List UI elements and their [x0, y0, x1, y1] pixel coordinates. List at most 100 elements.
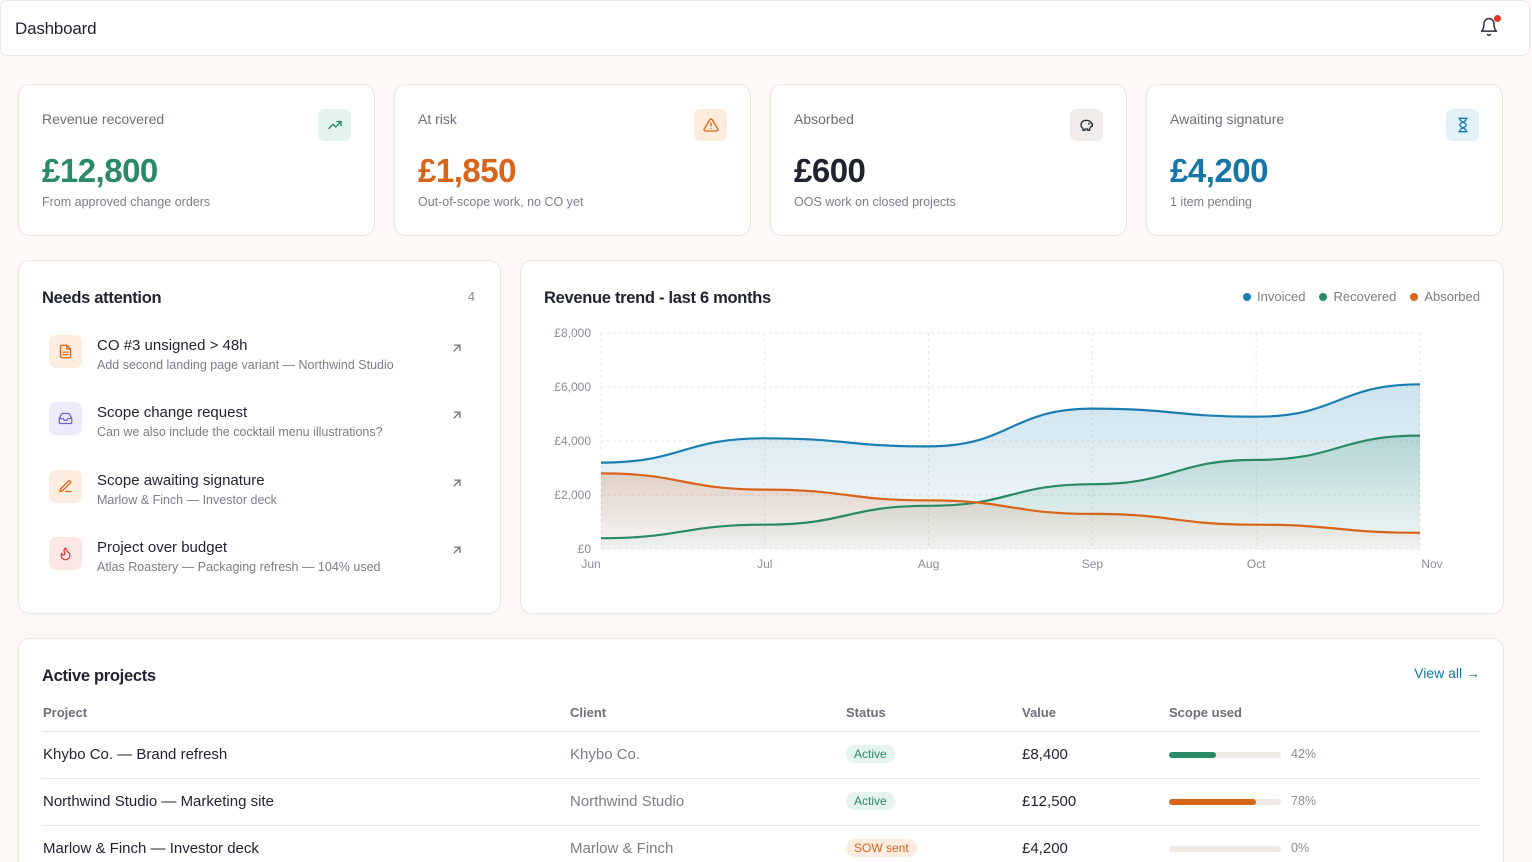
column-header-status[interactable]: Status: [846, 705, 886, 720]
attention-item[interactable]: Project over budget Atlas Roastery — Pac…: [49, 537, 474, 587]
status-badge: SOW sent: [846, 839, 917, 857]
attention-item-subtitle: Marlow & Finch — Investor deck: [97, 493, 277, 507]
kpi-value: £12,800: [42, 152, 158, 189]
alert-triangle-icon: [694, 109, 727, 141]
page-title: Dashboard: [15, 19, 97, 38]
column-header-value[interactable]: Value: [1022, 705, 1056, 720]
scope-progress-fill: [1169, 799, 1256, 805]
attention-count: 4: [467, 289, 475, 304]
series-line-absorbed: [600, 472, 1421, 534]
arrow-up-right-icon[interactable]: [450, 341, 464, 355]
project-name[interactable]: Marlow & Finch — Investor deck: [43, 840, 259, 857]
x-tick-label: Jun: [581, 557, 600, 571]
kpi-card-absorbed: Absorbed £600 OOS work on closed project…: [770, 84, 1127, 236]
project-value: £12,500: [1022, 793, 1077, 810]
legend-item-absorbed: Absorbed: [1410, 289, 1480, 304]
project-value: £4,200: [1022, 840, 1068, 857]
revenue-trend-panel: Revenue trend - last 6 months Invoiced R…: [520, 260, 1504, 614]
y-tick-label: £2,000: [554, 488, 591, 502]
legend-item-invoiced: Invoiced: [1243, 289, 1305, 304]
attention-item[interactable]: Scope change request Can we also include…: [49, 402, 474, 452]
flame-icon: [49, 537, 82, 570]
attention-item-subtitle: Can we also include the cocktail menu il…: [97, 425, 383, 439]
top-bar: Dashboard: [0, 0, 1530, 56]
scope-progress-bar: [1169, 799, 1281, 805]
status-badge: Active: [846, 792, 895, 810]
active-projects-panel: Active projects View all → Project Clien…: [18, 638, 1504, 862]
kpi-label: Awaiting signature: [1170, 111, 1285, 127]
client-name: Marlow & Finch: [570, 840, 674, 857]
document-icon: [49, 335, 82, 368]
legend-label: Invoiced: [1257, 289, 1306, 304]
status-badge: Active: [846, 745, 895, 763]
kpi-label: At risk: [418, 111, 457, 127]
series-line-recovered: [600, 434, 1421, 540]
view-all-link[interactable]: View all →: [1414, 665, 1480, 681]
kpi-value: £600: [794, 152, 866, 189]
attention-item-title: Project over budget: [97, 539, 228, 556]
x-tick-label: Sep: [1082, 557, 1104, 571]
attention-item-title: CO #3 unsigned > 48h: [97, 337, 248, 354]
kpi-value: £1,850: [418, 152, 516, 189]
y-tick-label: £4,000: [554, 434, 591, 448]
row-divider: [42, 731, 1480, 732]
legend-item-recovered: Recovered: [1319, 289, 1396, 304]
x-tick-label: Oct: [1247, 557, 1266, 571]
hourglass-icon: [1446, 109, 1479, 141]
attention-item-title: Scope awaiting signature: [97, 472, 265, 489]
project-value: £8,400: [1022, 746, 1068, 763]
chart-title: Revenue trend - last 6 months: [544, 289, 771, 307]
scope-percent: 78%: [1291, 794, 1317, 808]
arrow-up-right-icon[interactable]: [450, 476, 464, 490]
kpi-label: Revenue recovered: [42, 111, 165, 127]
scope-progress-bar: [1169, 752, 1281, 758]
needs-attention-title: Needs attention: [42, 289, 162, 307]
kpi-subtitle: Out-of-scope work, no CO yet: [418, 195, 584, 209]
attention-item-title: Scope change request: [97, 404, 248, 421]
legend-label: Absorbed: [1424, 289, 1480, 304]
active-projects-title: Active projects: [42, 667, 156, 685]
attention-item-subtitle: Atlas Roastery — Packaging refresh — 104…: [97, 560, 381, 574]
project-name[interactable]: Khybo Co. — Brand refresh: [43, 746, 228, 763]
x-tick-label: Jul: [757, 557, 772, 571]
area-absorbed: [601, 473, 1420, 549]
pen-icon: [49, 470, 82, 503]
column-header-scope-used[interactable]: Scope used: [1169, 705, 1242, 720]
x-tick-label: Nov: [1421, 557, 1442, 571]
kpi-value: £4,200: [1170, 152, 1268, 189]
y-tick-label: £0: [578, 542, 592, 556]
attention-item-subtitle: Add second landing page variant — Northw…: [97, 358, 394, 372]
needs-attention-panel: Needs attention 4 CO #3 unsigned > 48h A…: [18, 260, 501, 614]
column-header-client[interactable]: Client: [570, 705, 607, 720]
scope-percent: 0%: [1291, 841, 1310, 855]
kpi-subtitle: OOS work on closed projects: [794, 195, 956, 209]
kpi-card-awaiting-signature: Awaiting signature £4,200 1 item pending: [1146, 84, 1503, 236]
notification-dot: [1494, 15, 1501, 22]
piggy-bank-icon: [1070, 109, 1103, 141]
trending-up-icon: [318, 109, 351, 141]
y-tick-label: £8,000: [554, 326, 591, 340]
chart-legend: Invoiced Recovered Absorbed: [1243, 289, 1480, 304]
arrow-up-right-icon[interactable]: [450, 543, 464, 557]
client-name: Northwind Studio: [570, 793, 685, 810]
kpi-subtitle: 1 item pending: [1170, 195, 1253, 209]
attention-item[interactable]: Scope awaiting signature Marlow & Finch …: [49, 470, 474, 520]
x-tick-label: Aug: [918, 557, 939, 571]
kpi-label: Absorbed: [794, 111, 854, 127]
inbox-icon: [49, 402, 82, 435]
column-header-project[interactable]: Project: [43, 705, 88, 720]
y-tick-label: £6,000: [554, 380, 591, 394]
client-name: Khybo Co.: [570, 746, 641, 763]
kpi-card-at-risk: At risk £1,850 Out-of-scope work, no CO …: [394, 84, 751, 236]
row-divider: [42, 778, 1480, 779]
scope-percent: 42%: [1291, 747, 1317, 761]
attention-item[interactable]: CO #3 unsigned > 48h Add second landing …: [49, 335, 474, 385]
area-recovered: [601, 435, 1420, 549]
row-divider: [42, 825, 1480, 826]
bell-icon[interactable]: [1479, 15, 1501, 39]
kpi-subtitle: From approved change orders: [42, 195, 211, 209]
legend-label: Recovered: [1333, 289, 1397, 304]
project-name[interactable]: Northwind Studio — Marketing site: [43, 793, 274, 810]
arrow-up-right-icon[interactable]: [450, 408, 464, 422]
scope-progress-bar: [1169, 846, 1281, 852]
